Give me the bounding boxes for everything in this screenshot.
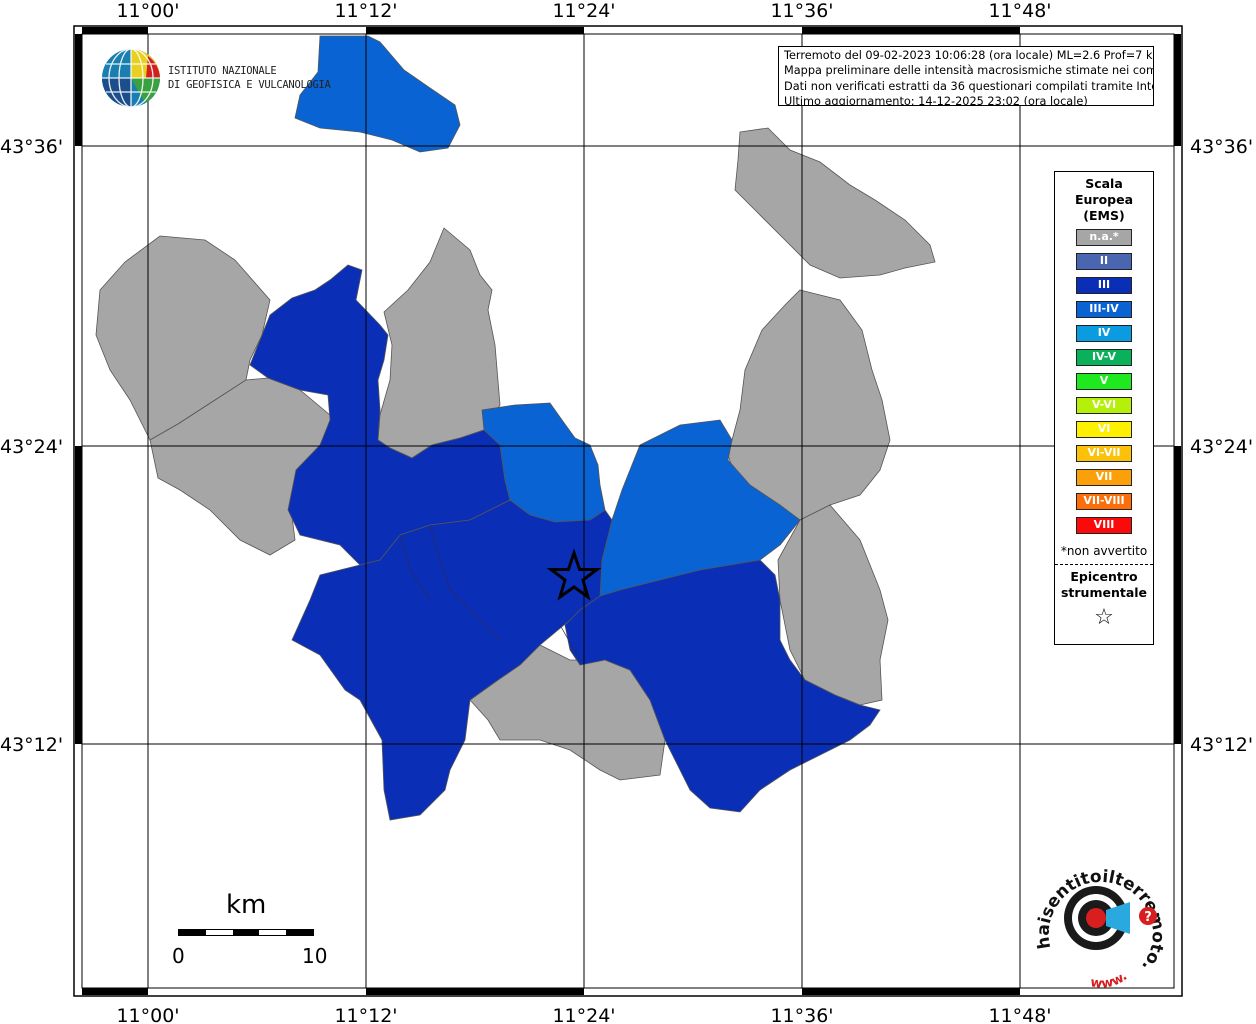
- legend-epicenter-line-1: Epicentro: [1070, 569, 1138, 584]
- graticule: [82, 34, 1174, 988]
- lon-label-bottom-5: 11°48': [988, 1005, 1051, 1024]
- intensity-legend: Scala Europea (EMS) n.a.* II III III-IV IV IV…: [1054, 171, 1154, 645]
- scale-start: 0: [172, 944, 185, 968]
- region-centre-iii-iv: [481, 402, 606, 523]
- legend-item: VI: [1076, 421, 1132, 438]
- region-nc-na: [377, 227, 501, 459]
- info-line-4: Ultimo aggiornamento: 14-12-2025 23:02 (…: [784, 95, 1088, 106]
- info-line-2: Mappa preliminare delle intensità macros…: [784, 64, 1154, 78]
- region-se-na: [777, 504, 889, 706]
- legend-item: IV-V: [1076, 349, 1132, 366]
- legend-note: *non avvertito: [1060, 544, 1148, 558]
- lon-label-bottom-2: 11°12': [334, 1005, 397, 1024]
- site-logo-www: www.: [1089, 969, 1130, 990]
- map-frame-outer: [73, 25, 1183, 997]
- legend-item: IV: [1076, 325, 1132, 342]
- lon-label-top-5: 11°48': [988, 0, 1051, 22]
- scale-bar: [178, 929, 314, 936]
- frame-ticks: [75, 27, 1181, 995]
- haisentito-logo: haisentitoilterremoto.it www. ?: [1030, 860, 1168, 990]
- legend-item: V-VI: [1076, 397, 1132, 414]
- lon-label-bottom-1: 11°00': [116, 1005, 179, 1024]
- lon-label-top-3: 11°24': [552, 0, 615, 22]
- region-sw-iii: [291, 499, 613, 821]
- legend-title-line-1: Scala: [1085, 176, 1123, 191]
- legend-item: VIII: [1076, 517, 1132, 534]
- lon-label-top-4: 11°36': [770, 0, 833, 22]
- legend-separator: [1055, 564, 1153, 565]
- institute-line-2: DI GEOFISICA E VULCANOLOGIA: [168, 79, 331, 91]
- target-icon: [1064, 886, 1130, 950]
- legend-title-line-2: Europea: [1074, 192, 1134, 207]
- region-se-iii: [564, 559, 881, 813]
- legend-star-icon: ☆: [1094, 605, 1114, 630]
- legend-item: III-IV: [1076, 301, 1132, 318]
- legend-item: III: [1076, 277, 1132, 294]
- lat-label-left-1: 43°36': [0, 136, 63, 158]
- legend-epicenter-label: Epicentro strumentale: [1055, 569, 1153, 601]
- scale-title: km: [226, 890, 267, 920]
- lat-label-right-3: 43°12': [1190, 734, 1253, 756]
- legend-item: VII: [1076, 469, 1132, 486]
- info-line-1: Terremoto del 09-02-2023 10:06:28 (ora l…: [784, 49, 1154, 62]
- lat-label-left-2: 43°24': [0, 436, 63, 458]
- svg-text:?: ?: [1144, 910, 1152, 925]
- info-line-3: Dati non verificati estratti da 36 quest…: [784, 79, 1154, 93]
- region-north-iii-iv: [294, 35, 461, 153]
- legend-title: Scala Europea (EMS): [1055, 176, 1153, 224]
- lat-label-right-2: 43°24': [1190, 436, 1253, 458]
- lon-label-bottom-3: 11°24': [552, 1005, 615, 1024]
- legend-title-line-3: (EMS): [1083, 208, 1125, 223]
- question-icon: ?: [1139, 907, 1157, 925]
- ingv-logo: [102, 48, 160, 108]
- region-ne-top-na: [734, 127, 936, 279]
- institute-name: ISTITUTO NAZIONALE DI GEOFISICA E VULCAN…: [168, 64, 331, 92]
- globe-icon: [102, 48, 160, 108]
- legend-item: II: [1076, 253, 1132, 270]
- lat-label-right-1: 43°36': [1190, 136, 1253, 158]
- event-info-box: Terremoto del 09-02-2023 10:06:28 (ora l…: [778, 46, 1154, 106]
- epicenter-star: [546, 548, 602, 601]
- institute-line-1: ISTITUTO NAZIONALE: [168, 65, 277, 77]
- legend-item: VI-VII: [1076, 445, 1132, 462]
- lon-label-top-1: 11°00': [116, 0, 179, 22]
- svg-text:www.: www.: [1089, 969, 1130, 990]
- legend-item: V: [1076, 373, 1132, 390]
- lon-label-top-2: 11°12': [334, 0, 397, 22]
- legend-epicenter-line-2: strumentale: [1060, 585, 1148, 600]
- lat-label-left-3: 43°12': [0, 734, 63, 756]
- lon-label-bottom-4: 11°36': [770, 1005, 833, 1024]
- scale-end: 10: [302, 944, 328, 968]
- legend-item: VII-VIII: [1076, 493, 1132, 510]
- legend-items: n.a.* II III III-IV IV IV-V V V-VI VI VI-VII VII VI…: [1055, 229, 1153, 534]
- legend-item: n.a.*: [1076, 229, 1132, 246]
- municipalities: [95, 35, 936, 821]
